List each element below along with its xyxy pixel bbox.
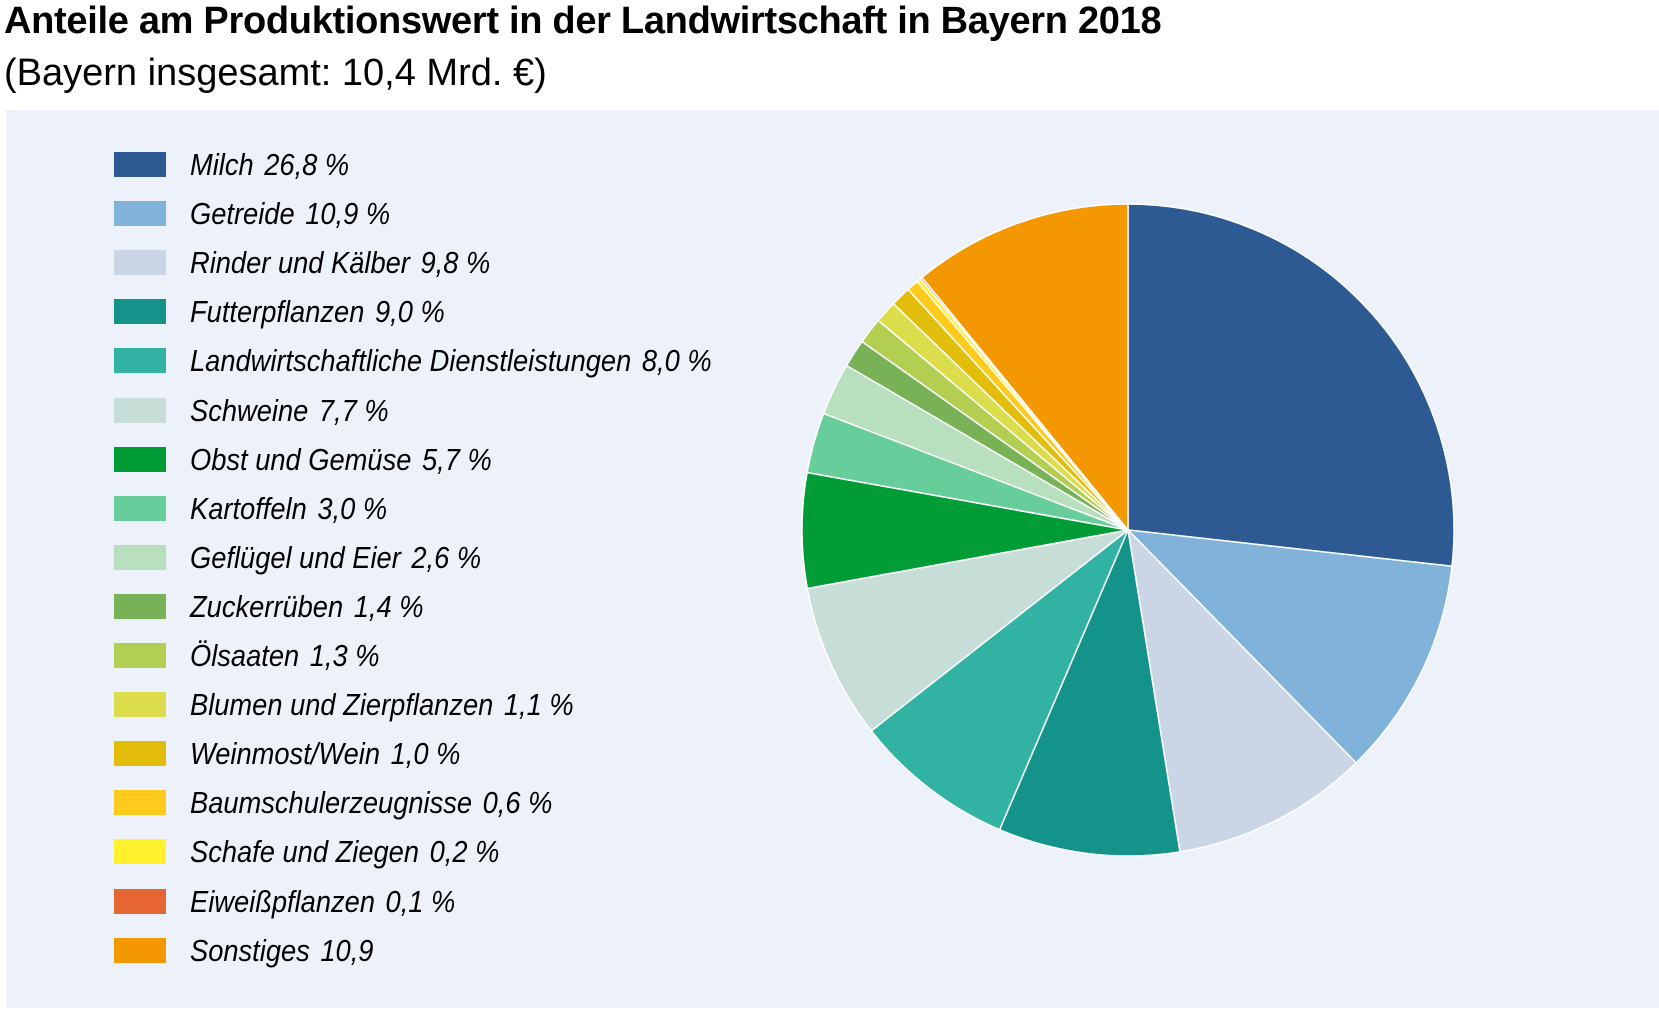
legend-swatch (114, 201, 166, 227)
legend-swatch (114, 495, 166, 521)
legend-swatch (114, 937, 166, 963)
legend-swatch (114, 741, 166, 767)
legend-label: Obst und Gemüse (190, 441, 412, 477)
pie-slice (1127, 203, 1455, 567)
legend-swatch (114, 692, 166, 718)
legend-value: 0,2 % (429, 834, 500, 870)
legend-text: Obst und Gemüse 5,7 % (190, 440, 492, 480)
pie-slice (1127, 529, 1453, 764)
legend-label: Futterpflanzen (190, 294, 365, 330)
legend-swatch (114, 790, 166, 816)
legend-label: Kartoffeln (190, 490, 307, 526)
legend-value: 2,6 % (411, 539, 482, 575)
legend-value: 3,0 % (317, 490, 388, 526)
legend-value: 1,0 % (390, 736, 461, 772)
legend-value: 5,7 % (421, 441, 492, 477)
legend-swatch (114, 299, 166, 325)
legend-label: Weinmost/Wein (190, 736, 381, 772)
legend-swatch (114, 839, 166, 865)
legend-label: Geflügel und Eier (190, 539, 401, 575)
legend-text: Baumschulerzeugnisse 0,6 % (190, 783, 552, 823)
legend-text: Zuckerrüben 1,4 % (190, 587, 423, 627)
legend-value: 7,7 % (318, 392, 389, 428)
pie-slice (921, 203, 1129, 531)
legend-label: Milch (190, 147, 254, 182)
legend-text: Rinder und Kälber 9,8 % (190, 243, 490, 283)
legend-swatch (114, 888, 166, 914)
legend-text: Eiweißpflanzen 0,1 % (190, 882, 455, 922)
legend-value: 1,4 % (353, 588, 424, 624)
legend-swatch (114, 544, 166, 570)
pie-slice (806, 529, 1129, 732)
legend-text: Sonstiges 10,9 (190, 931, 373, 971)
legend-label: Rinder und Kälber (190, 245, 410, 281)
legend-label: Landwirtschaftliche Dienstleistungen (190, 343, 632, 379)
legend-swatch (114, 643, 166, 668)
legend-swatch (114, 397, 166, 423)
legend-value: 1,1 % (503, 687, 574, 723)
legend-text: Schafe und Ziegen 0,2 % (190, 832, 499, 872)
legend-label: Eiweißpflanzen (190, 883, 375, 919)
legend-text: Weinmost/Wein 1,0 % (190, 734, 460, 774)
chart-title: Anteile am Produktionswert in der Landwi… (4, 0, 1162, 42)
legend-swatch (114, 446, 166, 472)
legend-value: 0,6 % (482, 785, 553, 821)
legend-text: Milch 26,8 % (190, 145, 349, 185)
legend-label: Ölsaaten (190, 638, 300, 673)
legend-value: 1,3 % (309, 638, 380, 673)
legend-text: Futterpflanzen 9,0 % (190, 292, 445, 332)
legend-swatch (114, 250, 166, 276)
legend-text: Getreide 10,9 % (190, 194, 390, 234)
legend-label: Schafe und Ziegen (190, 834, 420, 870)
legend-text: Ölsaaten 1,3 % (190, 636, 380, 676)
legend-text: Geflügel und Eier 2,6 % (190, 538, 481, 578)
chart-subtitle: (Bayern insgesamt: 10,4 Mrd. €) (4, 52, 547, 94)
pie-slice (998, 529, 1181, 857)
legend-label: Sonstiges (190, 932, 310, 968)
legend-value: 10,9 % (305, 196, 391, 232)
legend-value: 8,0 % (641, 343, 712, 379)
legend-value: 10,9 (320, 932, 374, 968)
legend-value: 9,8 % (420, 245, 491, 281)
legend-text: Schweine 7,7 % (190, 391, 389, 431)
legend-swatch (114, 348, 166, 374)
legend-text: Blumen und Zierpflanzen 1,1 % (190, 685, 574, 725)
legend-swatch (114, 593, 166, 619)
legend-label: Schweine (190, 392, 309, 428)
legend-label: Zuckerrüben (190, 588, 344, 624)
pie-slice (870, 529, 1129, 831)
legend-text: Landwirtschaftliche Dienstleistungen 8,0 … (190, 341, 712, 381)
legend-value: 26,8 % (264, 147, 350, 182)
pie-slice (1127, 529, 1357, 853)
legend-value: 9,0 % (374, 294, 445, 330)
legend-value: 0,1 % (385, 883, 456, 919)
legend-label: Baumschulerzeugnisse (190, 785, 473, 821)
legend-swatch (114, 152, 166, 177)
legend-label: Getreide (190, 196, 295, 232)
legend-label: Blumen und Zierpflanzen (190, 687, 494, 723)
legend-text: Kartoffeln 3,0 % (190, 489, 387, 529)
